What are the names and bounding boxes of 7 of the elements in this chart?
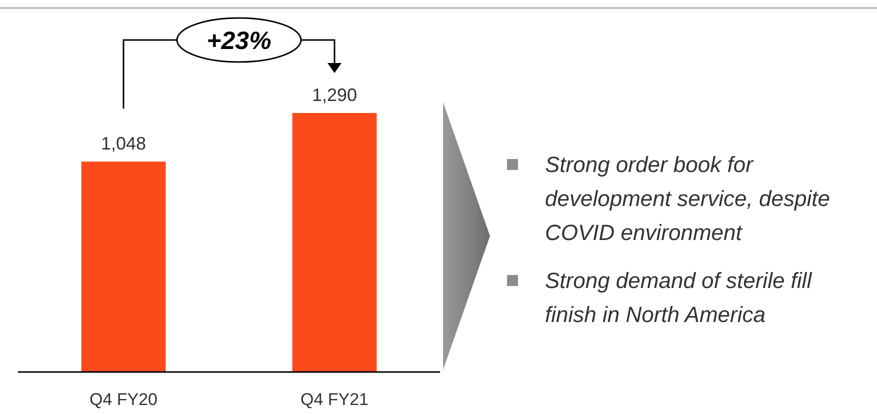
data-label: 1,290 [312,85,358,105]
data-label: 1,048 [100,134,146,154]
x-tick-label: Q4 FY20 [89,390,158,409]
text: Strong demand of sterile fill finish in North America [545,268,813,327]
text: Strong order book for development service, despite COVID environment [545,152,830,245]
text: +23% [206,27,272,55]
x-tick-label: Q4 FY21 [300,390,369,409]
